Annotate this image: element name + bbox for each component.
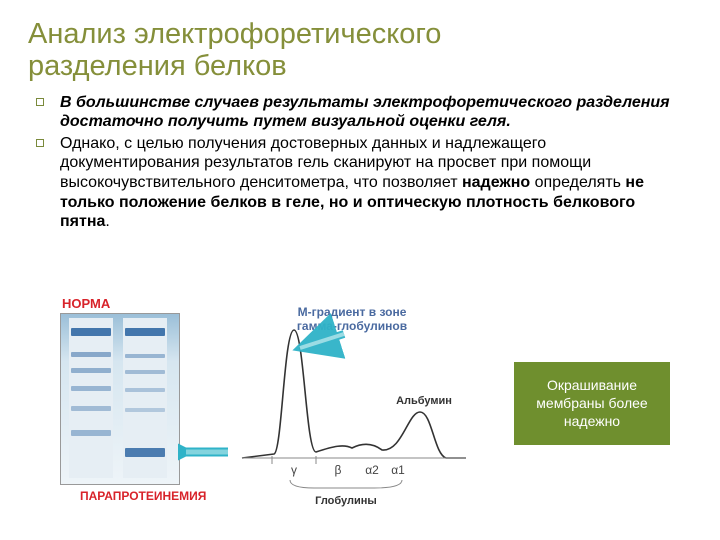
title-line-1: Анализ электрофоретического: [28, 18, 692, 50]
callout-line-2: мембраны более: [536, 395, 647, 411]
bullet-marker-icon: [36, 139, 44, 147]
svg-text:γ: γ: [291, 463, 297, 477]
svg-text:α2: α2: [365, 463, 379, 477]
gel-lane-1: [69, 318, 113, 478]
bullet-text: определять: [530, 174, 625, 191]
gel-band: [125, 388, 165, 392]
gel-band: [125, 370, 165, 374]
callout-box: Окрашивание мембраны более надежно: [514, 362, 670, 445]
bullet-text: .: [105, 213, 109, 230]
gel-band: [125, 328, 165, 336]
svg-text:М-градиент в зоне: М-градиент в зоне: [298, 305, 407, 319]
svg-text:β: β: [335, 463, 342, 477]
svg-text:α1: α1: [391, 463, 405, 477]
gel-label-paraproteinemia: ПАРАПРОТЕИНЕМИЯ: [80, 489, 210, 503]
gel-lane-2: [123, 318, 167, 478]
bullet-list: В большинстве случаев результаты электро…: [0, 89, 720, 232]
svg-text:Глобулины: Глобулины: [315, 495, 377, 507]
bullet-marker-icon: [36, 98, 44, 106]
bullet-text: надежно: [462, 174, 530, 191]
densitogram-chart: γ β α2 α1 Глобулины М-градиент в зонегамма-гл…: [232, 302, 482, 512]
svg-text:гамма-глобулинов: гамма-глобулинов: [297, 319, 407, 333]
gel-band: [71, 352, 111, 357]
bullet-text: В большинстве случаев результаты электро…: [60, 94, 670, 131]
gel-band: [125, 354, 165, 358]
slide-title: Анализ электрофоретического разделения б…: [0, 0, 720, 89]
gel-band: [71, 386, 111, 391]
callout-line-3: надежно: [564, 413, 620, 429]
gel-band: [71, 328, 111, 336]
bullet-item: В большинстве случаев результаты электро…: [60, 93, 680, 132]
callout-line-1: Окрашивание: [547, 377, 637, 393]
svg-text:Альбумин: Альбумин: [396, 395, 452, 407]
title-line-2: разделения белков: [28, 50, 692, 82]
gel-panel: НОРМА ПАРАПРОТЕИНЕМИЯ: [60, 296, 210, 503]
gel-band: [71, 406, 111, 411]
gel-band: [125, 448, 165, 457]
gel-band: [125, 408, 165, 412]
gel-label-norma: НОРМА: [62, 296, 210, 311]
figure-area: НОРМА ПАРАПРОТЕИНЕМИЯ γ β α2 α1 Глобулины М-г…: [30, 284, 690, 532]
pointer-arrow-icon: [178, 440, 230, 464]
gel-image: [60, 313, 180, 485]
gel-band: [71, 430, 111, 436]
gel-band: [71, 368, 111, 373]
chart-svg: γ β α2 α1 Глобулины М-градиент в зонегамма-гл…: [232, 302, 482, 512]
bullet-item: Однако, с целью получения достоверных да…: [60, 134, 680, 232]
